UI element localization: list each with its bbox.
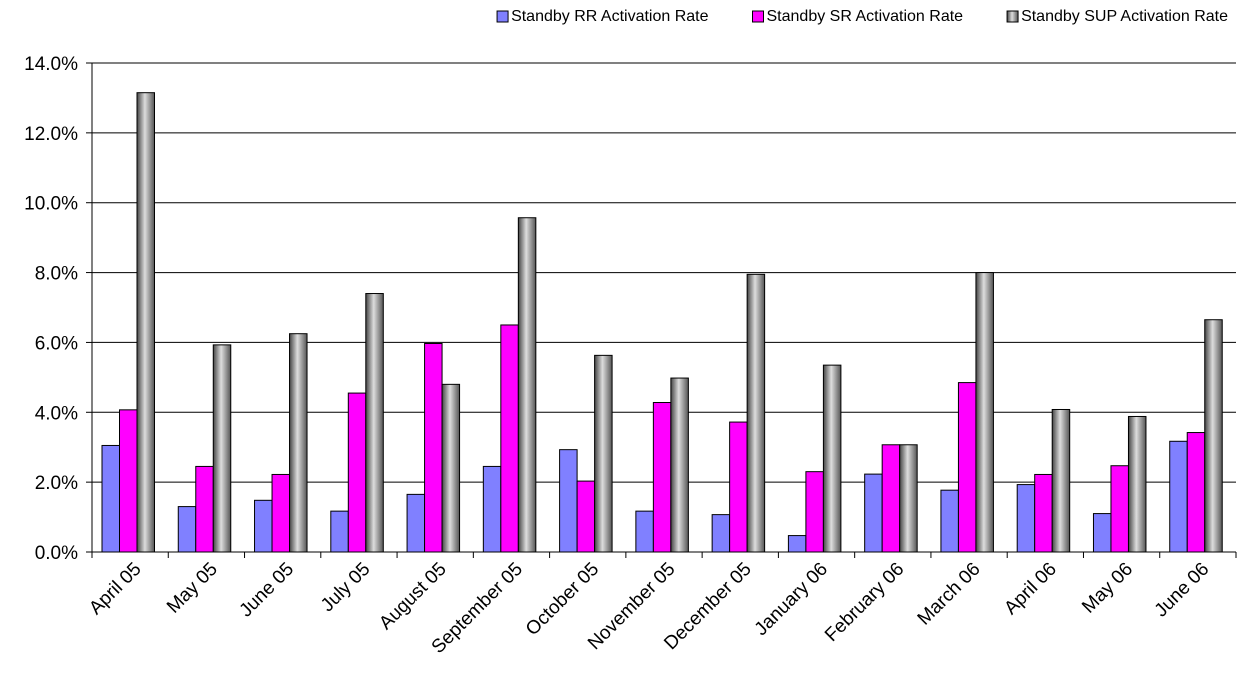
bar-rr <box>940 489 959 553</box>
x-category-label: April 06 <box>1000 559 1060 619</box>
legend-item: Standby RR Activation Rate <box>496 8 709 25</box>
bar-rr <box>1092 513 1112 553</box>
x-category-label: February 06 <box>821 559 908 646</box>
bar-rr <box>1016 484 1036 553</box>
bar-rr <box>330 510 349 553</box>
bar-rr <box>254 499 273 553</box>
bar-sr <box>1110 465 1129 553</box>
bar-sup <box>1204 319 1223 553</box>
bar-rr <box>1169 440 1188 553</box>
legend-swatch <box>1006 10 1019 23</box>
bar-rr <box>177 506 197 553</box>
bars <box>101 92 1223 553</box>
bar-rr <box>482 465 502 553</box>
legend-swatch <box>496 10 509 23</box>
y-tick-label: 14.0% <box>24 54 78 75</box>
x-category-label: June 05 <box>236 559 299 622</box>
y-axis: 0.0% 2.0% 4.0% 6.0% 8.0% 10.0% 12.0% 14.0% <box>24 54 93 564</box>
bar-sup <box>212 344 232 553</box>
legend-item: Standby SUP Activation Rate <box>1006 8 1228 25</box>
x-category-label: May 05 <box>163 559 222 618</box>
y-tick-label: 0.0% <box>35 543 78 564</box>
x-category-label: March 06 <box>914 559 985 630</box>
bar-sr <box>729 421 748 553</box>
legend-label: Standby SR Activation Rate <box>767 8 964 25</box>
bar-sr <box>1034 473 1053 553</box>
bar-sr <box>1186 432 1206 553</box>
legend-swatch <box>752 10 764 23</box>
legend-item: Standby SR Activation Rate <box>752 8 964 25</box>
bar-sr <box>881 444 901 553</box>
bar-rr <box>864 473 883 553</box>
bar-sup <box>594 354 613 553</box>
bar-sup <box>517 217 537 553</box>
bar-sr <box>119 409 138 553</box>
bar-sr <box>347 392 367 553</box>
y-tick-label: 2.0% <box>35 473 78 494</box>
bar-sr <box>805 471 824 553</box>
legend-label: Standby RR Activation Rate <box>511 8 709 25</box>
x-category-label: October 05 <box>522 559 603 640</box>
bar-rr <box>406 493 426 553</box>
bar-sr <box>271 473 291 553</box>
bar-rr <box>559 449 578 553</box>
bar-sr <box>195 465 214 553</box>
legend: Standby RR Activation Rate Standby SR Act… <box>496 8 1228 25</box>
bar-sup <box>136 92 155 553</box>
x-category-label: August 05 <box>375 559 450 634</box>
bar-sup <box>365 293 384 553</box>
bar-rr <box>787 535 807 553</box>
bar-sr <box>957 382 977 553</box>
bar-sup <box>670 377 689 553</box>
bar-rr <box>101 444 120 553</box>
bar-sup <box>1127 415 1147 553</box>
bar-sup <box>746 273 766 553</box>
bar-rr <box>635 510 654 553</box>
y-tick-label: 8.0% <box>35 264 78 285</box>
y-tick-label: 6.0% <box>35 333 78 354</box>
y-tick-label: 4.0% <box>35 403 78 424</box>
bar-sr <box>424 342 443 553</box>
x-category-label: June 06 <box>1151 559 1214 622</box>
bar-rr <box>711 514 731 553</box>
x-category-label: January 06 <box>751 559 832 640</box>
bar-sup <box>899 444 918 553</box>
bar-sr <box>500 324 519 553</box>
bar-sup <box>975 272 994 553</box>
bar-sr <box>576 480 596 553</box>
bar-sup <box>441 383 461 553</box>
bar-sr <box>652 402 672 553</box>
y-tick-label: 12.0% <box>24 124 78 145</box>
bar-sup <box>822 364 842 553</box>
x-category-label: July 05 <box>317 559 374 616</box>
x-category-label: April 05 <box>85 559 145 619</box>
y-tick-label: 10.0% <box>24 194 78 215</box>
x-category-label: May 06 <box>1078 559 1137 618</box>
legend-label: Standby SUP Activation Rate <box>1021 8 1228 25</box>
bar-sup <box>289 333 308 553</box>
bar-sup <box>1051 408 1071 553</box>
gridlines <box>92 62 1236 483</box>
x-axis: April 05 May 05 June 05 July 05 August 05Sep… <box>85 551 1237 658</box>
